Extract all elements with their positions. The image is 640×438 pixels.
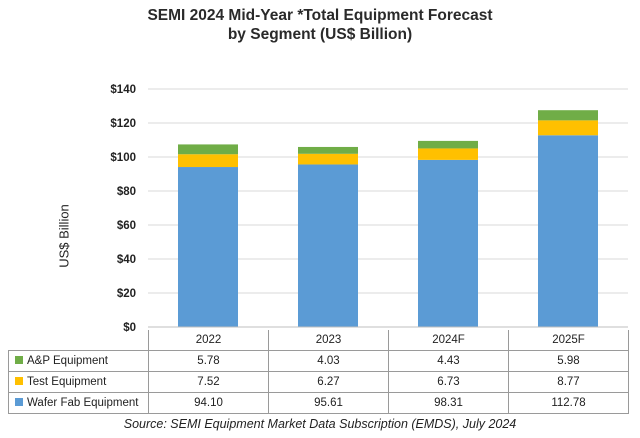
bar-test-equipment-2025f <box>538 120 598 136</box>
data-label: 7.52 <box>148 371 269 393</box>
bar-wafer-fab-equipment-2025f <box>538 135 598 327</box>
test-equipment-swatch <box>15 377 23 385</box>
chart-title: SEMI 2024 Mid-Year *Total Equipment Fore… <box>0 6 640 44</box>
category-2024f: 2024F <box>388 330 509 351</box>
category-2025f: 2025F <box>508 330 629 351</box>
bar-wafer-fab-equipment-2024f <box>418 159 478 327</box>
y-tick-label: $60 <box>117 220 136 232</box>
data-table: 2022 2023 2024F 2025F A&P Equipment 5.78… <box>8 330 629 414</box>
data-table-header-row: 2022 2023 2024F 2025F <box>9 330 629 351</box>
category-2023: 2023 <box>268 330 389 351</box>
data-table-row: Wafer Fab Equipment 94.10 95.61 98.31 11… <box>8 392 629 414</box>
source-note: Source: SEMI Equipment Market Data Subsc… <box>123 417 517 431</box>
data-label: 95.61 <box>268 392 389 414</box>
bar-test-equipment-2023 <box>298 153 358 165</box>
y-tick-label: $0 <box>123 322 136 334</box>
bar-wafer-fab-equipment-2023 <box>298 164 358 327</box>
data-table-corner <box>9 330 149 351</box>
legend-label: A&P Equipment <box>27 355 108 367</box>
bar-a-p-equipment-2024f <box>418 140 478 149</box>
y-tick-label: $100 <box>110 152 136 164</box>
data-label: 5.98 <box>508 350 629 372</box>
bar-test-equipment-2022 <box>178 154 238 168</box>
data-label: 4.43 <box>388 350 509 372</box>
data-table-row: A&P Equipment 5.78 4.03 4.43 5.98 <box>8 350 629 372</box>
chart-title-line-2: by Segment (US$ Billion) <box>227 26 413 43</box>
legend-test-equipment: Test Equipment <box>8 371 149 393</box>
bar-a-p-equipment-2025f <box>538 110 598 121</box>
legend-wafer-fab-equipment: Wafer Fab Equipment <box>8 392 149 414</box>
data-label: 4.03 <box>268 350 389 372</box>
data-label: 112.78 <box>508 392 629 414</box>
bar-a-p-equipment-2023 <box>298 146 358 154</box>
y-tick-label: $40 <box>117 254 136 266</box>
y-tick-label: $120 <box>110 118 136 130</box>
y-tick-label: $20 <box>117 288 136 300</box>
bar-test-equipment-2024f <box>418 148 478 160</box>
data-label: 6.27 <box>268 371 389 393</box>
data-label: 8.77 <box>508 371 629 393</box>
bar-wafer-fab-equipment-2022 <box>178 167 238 327</box>
y-tick-label: $140 <box>110 84 136 96</box>
legend-label: Wafer Fab Equipment <box>27 397 139 409</box>
bar-a-p-equipment-2022 <box>178 144 238 155</box>
data-table-row: Test Equipment 7.52 6.27 6.73 8.77 <box>8 371 629 393</box>
data-label: 94.10 <box>148 392 269 414</box>
wafer-fab-equipment-swatch <box>15 398 23 406</box>
data-label: 98.31 <box>388 392 509 414</box>
ap-equipment-swatch <box>15 356 23 364</box>
legend-label: Test Equipment <box>27 376 107 388</box>
legend-ap-equipment: A&P Equipment <box>8 350 149 372</box>
y-tick-label: $80 <box>117 186 136 198</box>
data-label: 5.78 <box>148 350 269 372</box>
category-2022: 2022 <box>148 330 269 351</box>
data-label: 6.73 <box>388 371 509 393</box>
chart-title-line-1: SEMI 2024 Mid-Year *Total Equipment Fore… <box>147 7 493 24</box>
